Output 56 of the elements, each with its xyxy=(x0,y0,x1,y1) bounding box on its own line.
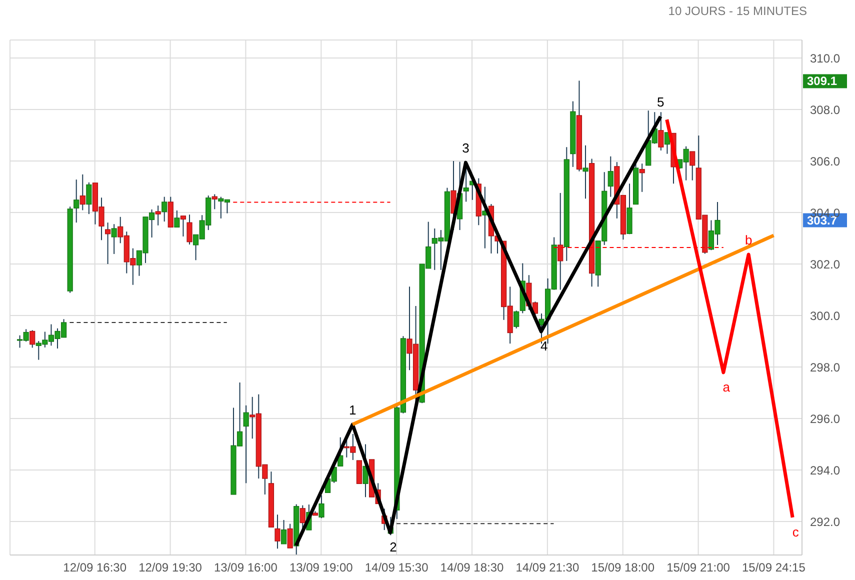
x-tick-label: 15/09 21:00 xyxy=(666,560,730,575)
candlestick xyxy=(463,166,469,202)
x-tick-label: 15/09 18:00 xyxy=(591,560,655,575)
candlestick xyxy=(639,163,645,192)
annotation: 2 xyxy=(390,540,397,555)
candlestick xyxy=(356,460,362,484)
candlestick xyxy=(186,214,192,245)
x-tick-label: 14/09 18:30 xyxy=(440,560,504,575)
x-tick-label: 14/09 15:30 xyxy=(364,560,429,575)
y-tick-label: 294.0 xyxy=(810,463,840,478)
candlestick xyxy=(558,192,564,290)
candlestick xyxy=(174,210,180,228)
x-tick-label: 13/09 19:00 xyxy=(289,560,354,575)
y-tick-label: 308.0 xyxy=(810,102,840,117)
candlestick xyxy=(608,156,614,198)
candlestick xyxy=(318,494,324,519)
x-tick-label: 13/09 16:00 xyxy=(214,560,278,575)
candlestick xyxy=(212,194,218,210)
candlestick xyxy=(80,174,86,211)
annotation: b xyxy=(744,232,752,248)
candlestick xyxy=(162,196,168,222)
candlestick xyxy=(30,330,36,348)
x-tick-label: 15/09 24:15 xyxy=(742,560,806,575)
y-tick-label: 302.0 xyxy=(810,257,840,272)
annotation: 1 xyxy=(348,402,356,418)
x-tick-label: 14/09 21:30 xyxy=(516,560,580,575)
text: 309.1 xyxy=(807,74,838,88)
y-tick-label: 306.0 xyxy=(810,154,840,168)
candlestick xyxy=(582,144,588,200)
y-tick-label: 310.0 xyxy=(810,51,840,66)
candlestick xyxy=(300,504,306,531)
annotation: 4 xyxy=(540,338,548,354)
candlestick xyxy=(514,310,520,329)
annotation: c xyxy=(792,524,800,540)
chart-subtitle: 10 JOURS - 15 MINUTES xyxy=(668,4,807,18)
candlestick xyxy=(180,215,186,237)
x-tick-label: 12/09 16:30 xyxy=(63,560,127,575)
annotation: 5 xyxy=(656,94,664,110)
y-tick-label: 296.0 xyxy=(810,412,840,426)
candlestick xyxy=(104,222,111,265)
annotation: a xyxy=(722,379,731,394)
candlestick xyxy=(111,224,117,254)
candlestick xyxy=(274,514,280,550)
candlestick xyxy=(280,519,287,544)
annotation: 3 xyxy=(462,140,470,156)
y-tick-label: 300.0 xyxy=(810,308,840,323)
candlestick xyxy=(690,150,696,181)
x-tick-label: 12/09 19:30 xyxy=(138,560,202,575)
y-tick-label: 292.0 xyxy=(810,514,840,529)
candlestick xyxy=(86,182,92,215)
candlestick xyxy=(287,523,293,549)
y-tick-label: 298.0 xyxy=(810,360,840,374)
candlestick xyxy=(658,112,664,151)
candlestick xyxy=(155,205,161,226)
candlestick xyxy=(243,404,249,484)
candlestick xyxy=(74,179,80,224)
